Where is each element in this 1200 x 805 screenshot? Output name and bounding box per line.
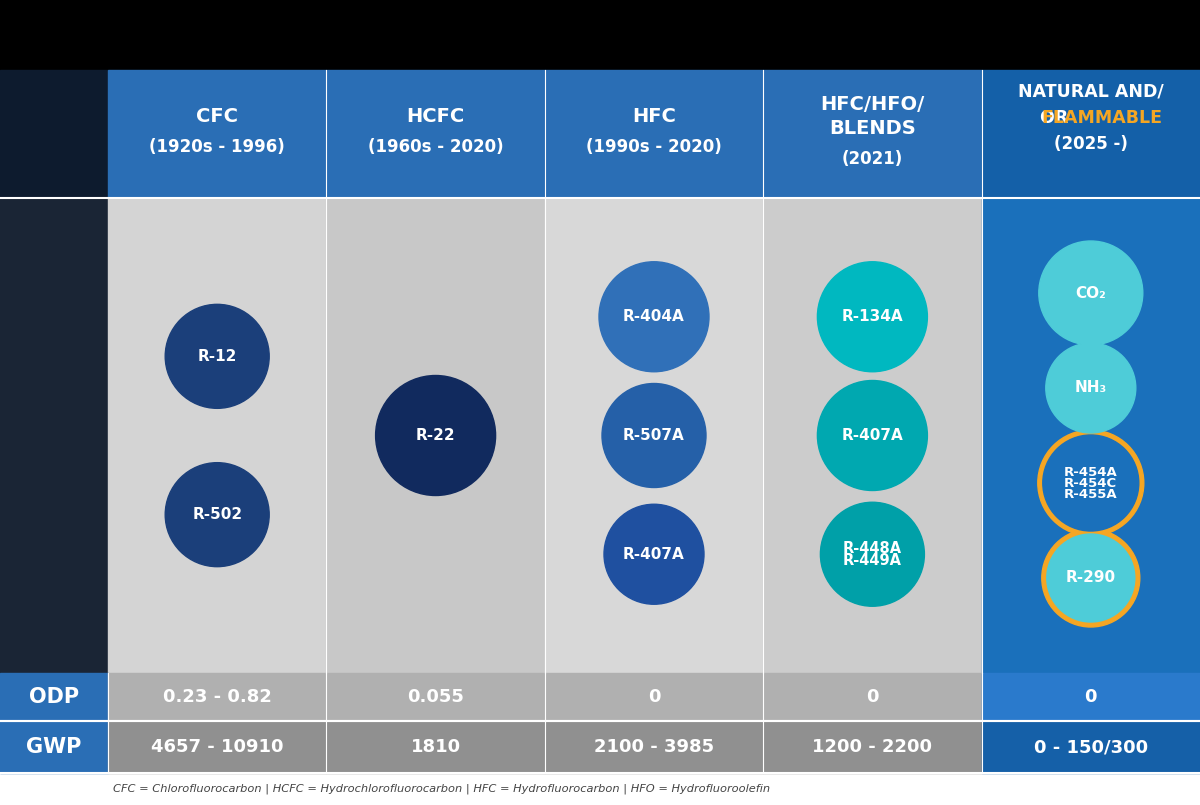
Text: R-407A: R-407A xyxy=(841,428,904,443)
Circle shape xyxy=(817,381,928,490)
Bar xyxy=(326,673,545,721)
Text: R-22: R-22 xyxy=(415,428,456,443)
Text: 0: 0 xyxy=(866,688,878,706)
Circle shape xyxy=(166,304,269,408)
Text: R-404A: R-404A xyxy=(623,309,685,324)
Bar xyxy=(326,721,545,773)
Text: 0.23 - 0.82: 0.23 - 0.82 xyxy=(163,688,271,706)
Circle shape xyxy=(166,463,269,567)
Bar xyxy=(982,70,1200,198)
Circle shape xyxy=(1042,529,1140,627)
Circle shape xyxy=(599,262,709,372)
Text: 4657 - 10910: 4657 - 10910 xyxy=(151,738,283,756)
Bar xyxy=(0,673,108,721)
Text: R-502: R-502 xyxy=(192,507,242,522)
Bar xyxy=(763,70,982,198)
Bar xyxy=(108,198,326,673)
Bar xyxy=(982,198,1200,673)
Bar xyxy=(0,198,108,673)
Text: R-134A: R-134A xyxy=(841,309,904,324)
Text: R-449A: R-449A xyxy=(842,553,902,568)
Text: BLENDS: BLENDS xyxy=(829,119,916,138)
Circle shape xyxy=(1046,534,1135,622)
Circle shape xyxy=(1038,430,1144,536)
Text: 0.055: 0.055 xyxy=(407,688,464,706)
Bar xyxy=(545,721,763,773)
Circle shape xyxy=(1046,343,1135,433)
Text: 0: 0 xyxy=(648,688,660,706)
Circle shape xyxy=(376,375,496,496)
Text: NATURAL AND/: NATURAL AND/ xyxy=(1018,83,1164,101)
Circle shape xyxy=(604,504,704,605)
Text: FLAMMABLE: FLAMMABLE xyxy=(1042,109,1163,127)
Circle shape xyxy=(1043,435,1139,531)
Text: 1200 - 2200: 1200 - 2200 xyxy=(812,738,932,756)
Text: R-454C: R-454C xyxy=(1064,477,1117,489)
Text: OR: OR xyxy=(1040,109,1074,127)
Text: (2025 -): (2025 -) xyxy=(1054,135,1128,153)
Text: 2100 - 3985: 2100 - 3985 xyxy=(594,738,714,756)
Text: (1990s - 2020): (1990s - 2020) xyxy=(586,138,722,156)
Circle shape xyxy=(817,262,928,372)
Text: HCFC: HCFC xyxy=(407,108,464,126)
Bar xyxy=(108,70,326,198)
Text: (2021): (2021) xyxy=(841,150,904,168)
Text: R-454A: R-454A xyxy=(1064,465,1117,478)
Text: R-448A: R-448A xyxy=(842,541,902,555)
Text: R-507A: R-507A xyxy=(623,428,685,443)
Text: 0 - 150/300: 0 - 150/300 xyxy=(1033,738,1148,756)
Bar xyxy=(326,70,545,198)
Bar xyxy=(326,198,545,673)
Text: CO₂: CO₂ xyxy=(1075,286,1106,300)
Bar xyxy=(0,70,108,198)
Text: HFC/HFO/: HFC/HFO/ xyxy=(821,96,924,114)
Bar xyxy=(108,721,326,773)
Text: 0: 0 xyxy=(1085,688,1097,706)
Text: (1960s - 2020): (1960s - 2020) xyxy=(367,138,504,156)
Bar xyxy=(982,721,1200,773)
Text: R-455A: R-455A xyxy=(1064,488,1117,501)
Bar xyxy=(545,198,763,673)
Bar xyxy=(545,70,763,198)
Bar xyxy=(545,673,763,721)
Text: 1810: 1810 xyxy=(410,738,461,756)
Circle shape xyxy=(1039,241,1142,345)
Bar xyxy=(982,673,1200,721)
Text: NH₃: NH₃ xyxy=(1075,381,1106,395)
Bar xyxy=(0,721,108,773)
Text: CFC: CFC xyxy=(197,108,238,126)
Bar xyxy=(763,721,982,773)
Text: HFC: HFC xyxy=(632,108,676,126)
Text: R-290: R-290 xyxy=(1066,571,1116,585)
Text: GWP: GWP xyxy=(26,737,82,757)
Bar xyxy=(108,673,326,721)
Bar xyxy=(763,673,982,721)
Text: R-12: R-12 xyxy=(198,349,236,364)
Bar xyxy=(0,773,1200,805)
Circle shape xyxy=(602,383,706,488)
Circle shape xyxy=(821,502,924,606)
Text: R-407A: R-407A xyxy=(623,547,685,562)
Text: CFC = Chlorofluorocarbon | HCFC = Hydrochlorofluorocarbon | HFC = Hydrofluorocar: CFC = Chlorofluorocarbon | HCFC = Hydroc… xyxy=(113,784,770,795)
Bar xyxy=(763,198,982,673)
Text: (1920s - 1996): (1920s - 1996) xyxy=(149,138,286,156)
Text: ODP: ODP xyxy=(29,687,79,707)
